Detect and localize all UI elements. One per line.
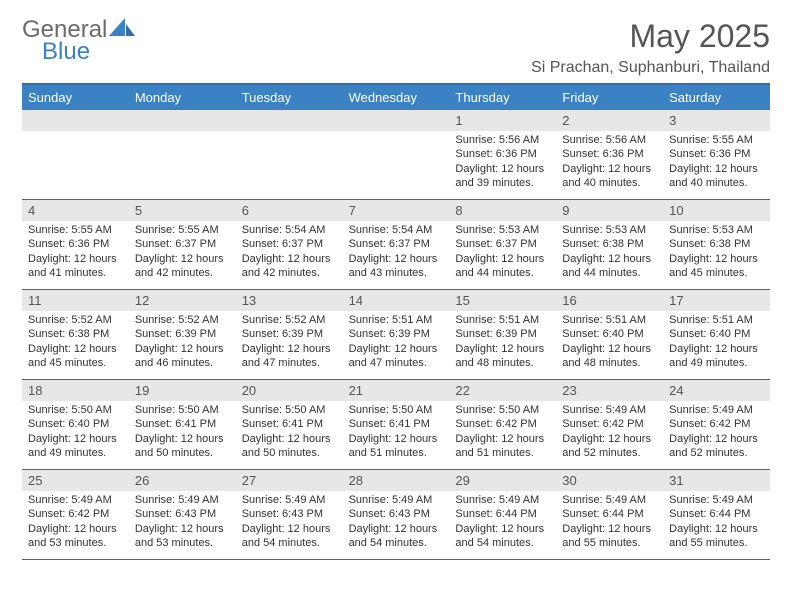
day-info: Sunrise: 5:56 AM Sunset: 6:36 PM Dayligh… [449, 131, 556, 199]
title-block: May 2025 Si Prachan, Suphanburi, Thailan… [531, 18, 770, 77]
location-label: Si Prachan, Suphanburi, Thailand [531, 59, 770, 77]
day-header-sun: Sunday [22, 85, 129, 110]
day-info [236, 131, 343, 199]
day-number: 12 [129, 290, 236, 311]
day-info: Sunrise: 5:50 AM Sunset: 6:40 PM Dayligh… [22, 401, 129, 469]
day-number: 8 [449, 200, 556, 221]
day-number: 26 [129, 470, 236, 491]
day-info: Sunrise: 5:49 AM Sunset: 6:44 PM Dayligh… [663, 491, 770, 559]
week-number-row: 123 [22, 110, 770, 131]
day-info: Sunrise: 5:52 AM Sunset: 6:39 PM Dayligh… [236, 311, 343, 379]
day-info: Sunrise: 5:49 AM Sunset: 6:42 PM Dayligh… [22, 491, 129, 559]
week-number-row: 25262728293031 [22, 470, 770, 491]
day-info: Sunrise: 5:51 AM Sunset: 6:40 PM Dayligh… [556, 311, 663, 379]
day-number: 17 [663, 290, 770, 311]
day-info [22, 131, 129, 199]
day-number [343, 110, 450, 131]
day-number [236, 110, 343, 131]
weeks-container: 123Sunrise: 5:56 AM Sunset: 6:36 PM Dayl… [22, 110, 770, 560]
day-info: Sunrise: 5:49 AM Sunset: 6:44 PM Dayligh… [449, 491, 556, 559]
day-number: 15 [449, 290, 556, 311]
day-number: 24 [663, 380, 770, 401]
week-info-row: Sunrise: 5:55 AM Sunset: 6:36 PM Dayligh… [22, 221, 770, 290]
day-number: 10 [663, 200, 770, 221]
day-info: Sunrise: 5:51 AM Sunset: 6:40 PM Dayligh… [663, 311, 770, 379]
day-number: 14 [343, 290, 450, 311]
day-header-fri: Friday [556, 85, 663, 110]
week-info-row: Sunrise: 5:49 AM Sunset: 6:42 PM Dayligh… [22, 491, 770, 560]
day-header-tue: Tuesday [236, 85, 343, 110]
day-info: Sunrise: 5:49 AM Sunset: 6:43 PM Dayligh… [343, 491, 450, 559]
week-info-row: Sunrise: 5:50 AM Sunset: 6:40 PM Dayligh… [22, 401, 770, 470]
day-header-mon: Monday [129, 85, 236, 110]
day-number: 22 [449, 380, 556, 401]
day-info: Sunrise: 5:54 AM Sunset: 6:37 PM Dayligh… [343, 221, 450, 289]
day-number: 23 [556, 380, 663, 401]
day-number: 28 [343, 470, 450, 491]
day-number: 9 [556, 200, 663, 221]
day-number [129, 110, 236, 131]
logo-word-blue: Blue [42, 40, 107, 64]
day-number: 16 [556, 290, 663, 311]
day-number: 30 [556, 470, 663, 491]
day-info: Sunrise: 5:55 AM Sunset: 6:37 PM Dayligh… [129, 221, 236, 289]
day-info: Sunrise: 5:49 AM Sunset: 6:42 PM Dayligh… [556, 401, 663, 469]
day-info: Sunrise: 5:50 AM Sunset: 6:42 PM Dayligh… [449, 401, 556, 469]
day-info: Sunrise: 5:52 AM Sunset: 6:39 PM Dayligh… [129, 311, 236, 379]
day-info: Sunrise: 5:50 AM Sunset: 6:41 PM Dayligh… [343, 401, 450, 469]
day-number: 7 [343, 200, 450, 221]
day-info: Sunrise: 5:53 AM Sunset: 6:38 PM Dayligh… [663, 221, 770, 289]
day-number: 13 [236, 290, 343, 311]
day-info: Sunrise: 5:49 AM Sunset: 6:43 PM Dayligh… [236, 491, 343, 559]
day-info: Sunrise: 5:52 AM Sunset: 6:38 PM Dayligh… [22, 311, 129, 379]
week-number-row: 11121314151617 [22, 290, 770, 311]
logo-text: General Blue [22, 18, 107, 64]
day-info: Sunrise: 5:49 AM Sunset: 6:43 PM Dayligh… [129, 491, 236, 559]
day-info: Sunrise: 5:49 AM Sunset: 6:42 PM Dayligh… [663, 401, 770, 469]
day-info: Sunrise: 5:55 AM Sunset: 6:36 PM Dayligh… [22, 221, 129, 289]
logo-sail-icon [109, 18, 135, 43]
day-number: 20 [236, 380, 343, 401]
day-number: 31 [663, 470, 770, 491]
header: General Blue May 2025 Si Prachan, Suphan… [22, 18, 770, 77]
day-header-wed: Wednesday [343, 85, 450, 110]
day-info: Sunrise: 5:55 AM Sunset: 6:36 PM Dayligh… [663, 131, 770, 199]
day-info: Sunrise: 5:51 AM Sunset: 6:39 PM Dayligh… [449, 311, 556, 379]
day-info: Sunrise: 5:51 AM Sunset: 6:39 PM Dayligh… [343, 311, 450, 379]
day-number: 21 [343, 380, 450, 401]
day-info: Sunrise: 5:53 AM Sunset: 6:37 PM Dayligh… [449, 221, 556, 289]
day-number: 29 [449, 470, 556, 491]
day-header-sat: Saturday [663, 85, 770, 110]
day-info: Sunrise: 5:54 AM Sunset: 6:37 PM Dayligh… [236, 221, 343, 289]
day-number: 18 [22, 380, 129, 401]
day-number: 19 [129, 380, 236, 401]
day-number: 25 [22, 470, 129, 491]
calendar: Sunday Monday Tuesday Wednesday Thursday… [22, 83, 770, 560]
week-number-row: 18192021222324 [22, 380, 770, 401]
day-number: 6 [236, 200, 343, 221]
day-number: 1 [449, 110, 556, 131]
day-info: Sunrise: 5:49 AM Sunset: 6:44 PM Dayligh… [556, 491, 663, 559]
day-number: 5 [129, 200, 236, 221]
week-number-row: 45678910 [22, 200, 770, 221]
week-info-row: Sunrise: 5:56 AM Sunset: 6:36 PM Dayligh… [22, 131, 770, 200]
day-number: 4 [22, 200, 129, 221]
day-number [22, 110, 129, 131]
day-number: 3 [663, 110, 770, 131]
day-info: Sunrise: 5:53 AM Sunset: 6:38 PM Dayligh… [556, 221, 663, 289]
day-info [343, 131, 450, 199]
day-info: Sunrise: 5:50 AM Sunset: 6:41 PM Dayligh… [129, 401, 236, 469]
day-header-row: Sunday Monday Tuesday Wednesday Thursday… [22, 85, 770, 110]
day-info: Sunrise: 5:56 AM Sunset: 6:36 PM Dayligh… [556, 131, 663, 199]
day-number: 27 [236, 470, 343, 491]
day-number: 11 [22, 290, 129, 311]
month-title: May 2025 [531, 18, 770, 55]
day-info: Sunrise: 5:50 AM Sunset: 6:41 PM Dayligh… [236, 401, 343, 469]
day-info [129, 131, 236, 199]
logo: General Blue [22, 18, 135, 64]
day-header-thu: Thursday [449, 85, 556, 110]
day-number: 2 [556, 110, 663, 131]
week-info-row: Sunrise: 5:52 AM Sunset: 6:38 PM Dayligh… [22, 311, 770, 380]
